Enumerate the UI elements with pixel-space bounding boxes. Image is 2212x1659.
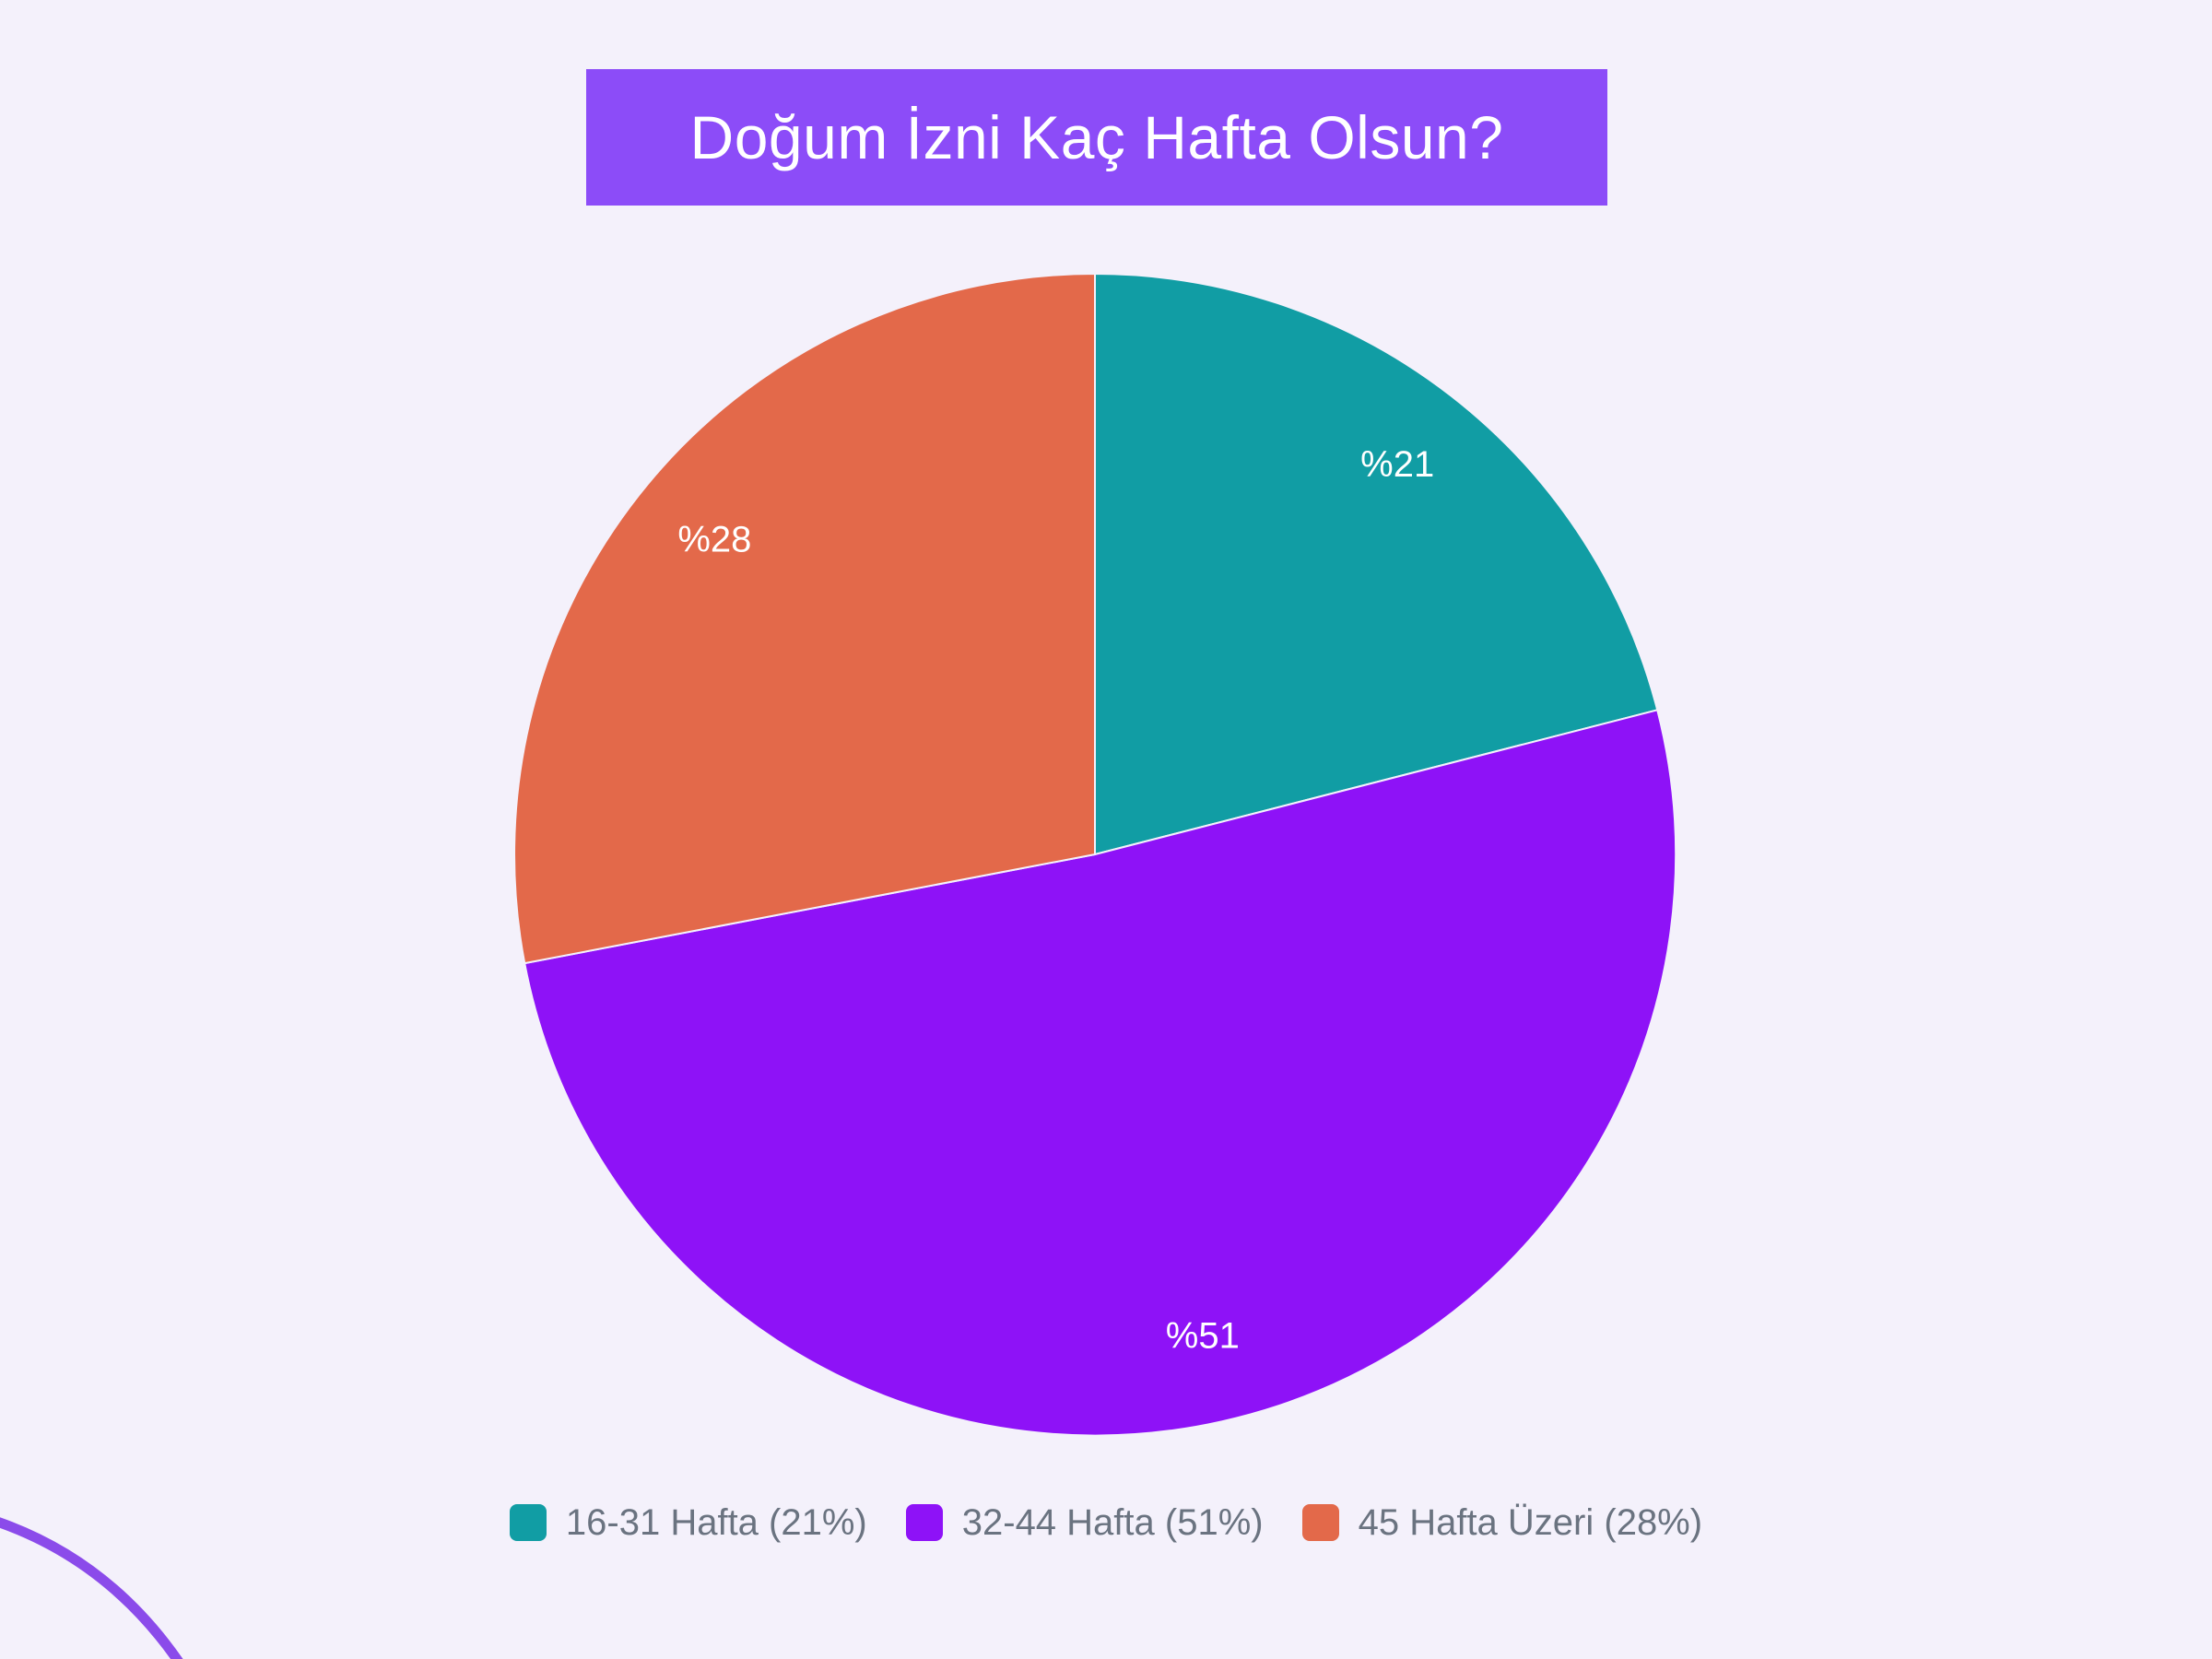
- pie-slice-32-44-hafta: [524, 709, 1677, 1437]
- legend-label-32-44-hafta: 32-44 Hafta (51%): [961, 1502, 1264, 1543]
- pie-chart: %21 %51 %28: [513, 272, 1677, 1437]
- title-banner: Doğum İzni Kaç Hafta Olsun?: [586, 69, 1607, 206]
- corner-decoration-path: [0, 1517, 183, 1659]
- legend-item-16-31-hafta: 16-31 Hafta (21%): [509, 1502, 867, 1543]
- page-title: Doğum İzni Kaç Hafta Olsun?: [689, 103, 1504, 171]
- corner-decoration-line: [0, 1517, 183, 1659]
- legend-label-16-31-hafta: 16-31 Hafta (21%): [565, 1502, 867, 1543]
- legend-swatch-16-31-hafta: [509, 1504, 547, 1541]
- pie-data-label-45-hafta-zeri: %28: [677, 520, 751, 560]
- pie-slice-16-31-hafta: [1094, 272, 1659, 856]
- legend-label-45-hafta-zeri: 45 Hafta Üzeri (28%): [1358, 1502, 1703, 1543]
- chart-legend: 16-31 Hafta (21%) 32-44 Hafta (51%) 45 Haf…: [0, 1504, 2212, 1541]
- legend-swatch-45-hafta-zeri: [1301, 1504, 1339, 1541]
- legend-item-32-44-hafta: 32-44 Hafta (51%): [905, 1502, 1264, 1543]
- legend-item-45-hafta-zeri: 45 Hafta Üzeri (28%): [1301, 1502, 1703, 1543]
- pie-slice-45-hafta-zeri: [513, 272, 1096, 965]
- legend-swatch-32-44-hafta: [905, 1504, 943, 1541]
- pie-data-label-16-31-hafta: %21: [1360, 444, 1434, 485]
- pie-chart-svg: %21 %51 %28: [513, 272, 1677, 1437]
- pie-data-label-32-44-hafta: %51: [1166, 1316, 1240, 1357]
